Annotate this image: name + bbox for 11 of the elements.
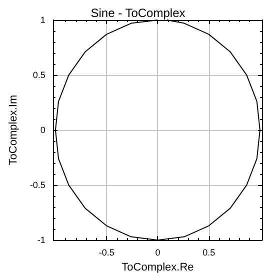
x-tick-label: -0.5 <box>98 248 114 258</box>
y-tick-label: 0 <box>40 125 46 136</box>
x-tick-label: 0.5 <box>202 248 216 258</box>
y-tick-label: -1 <box>37 235 46 246</box>
chart-title: Sine - ToComplex <box>90 6 186 20</box>
x-tick-label: 0 <box>155 248 160 258</box>
y-tick-label: 1 <box>40 15 46 25</box>
y-tick-label: 0.5 <box>32 70 46 80</box>
y-axis-title: ToComplex.Im <box>8 94 20 166</box>
y-tick-label: -0.5 <box>30 180 46 190</box>
x-axis-title: ToComplex.Re <box>122 262 194 274</box>
